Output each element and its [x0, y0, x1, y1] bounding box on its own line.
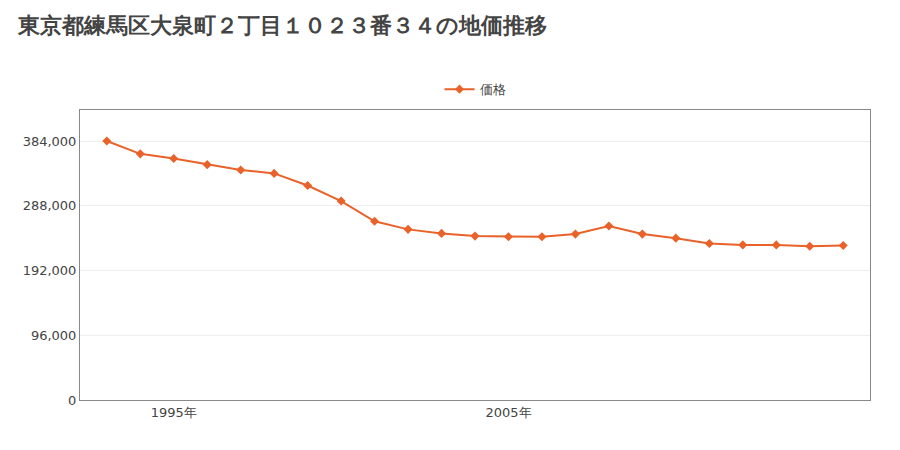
svg-text:192,000: 192,000 [23, 263, 77, 278]
svg-text:1995年: 1995年 [151, 405, 197, 420]
svg-text:0: 0 [68, 393, 76, 408]
svg-text:東京都練馬区大泉町２丁目１０２３番３４の地価推移: 東京都練馬区大泉町２丁目１０２３番３４の地価推移 [17, 13, 547, 38]
svg-text:2005年: 2005年 [485, 405, 531, 420]
svg-text:価格: 価格 [480, 82, 506, 97]
svg-text:288,000: 288,000 [23, 198, 77, 213]
svg-text:384,000: 384,000 [23, 134, 77, 149]
svg-text:96,000: 96,000 [31, 328, 77, 343]
